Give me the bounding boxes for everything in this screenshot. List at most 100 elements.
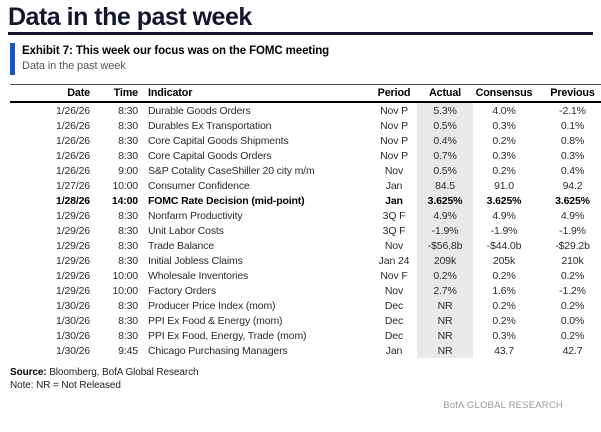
cell-period: Jan	[385, 344, 403, 357]
cell-date: 1/26/26	[56, 134, 90, 147]
table-row: 1/30/26 9:45 Chicago Purchasing Managers Ja…	[10, 343, 601, 358]
cell-consensus: 0.2%	[492, 134, 516, 147]
cell-date: 1/29/26	[56, 284, 90, 297]
note-line: Note: NR = Not Released	[10, 380, 121, 391]
cell-previous: -$29.2b	[555, 239, 590, 252]
cell-indicator: PPI Ex Food, Energy, Trade (mom)	[148, 329, 307, 342]
cell-consensus: 1.6%	[492, 284, 516, 297]
cell-date: 1/30/26	[56, 344, 90, 357]
cell-time: 14:00	[111, 194, 138, 207]
cell-time: 8:30	[118, 239, 138, 252]
cell-previous: 0.4%	[560, 164, 585, 177]
table-header-row: Date Time Indicator Period Actual Consensus Pr…	[10, 84, 601, 103]
source-label: Source:	[10, 367, 47, 378]
cell-indicator: PPI Ex Food & Energy (mom)	[148, 314, 283, 327]
column-header-indicator: Indicator	[148, 84, 371, 103]
column-header-consensus: Consensus	[473, 84, 535, 103]
cell-consensus: 0.2%	[492, 164, 516, 177]
column-header-date: Date	[10, 84, 98, 103]
cell-period: Jan	[385, 179, 403, 192]
cell-indicator: S&P Cotality CaseShiller 20 city m/m	[148, 164, 315, 177]
cell-previous: 210k	[561, 254, 584, 267]
cell-period: 3Q F	[382, 209, 406, 222]
cell-previous: 0.0%	[560, 314, 585, 327]
exhibit-title: Exhibit 7: This week our focus was on th…	[22, 45, 330, 57]
cell-time: 8:30	[118, 149, 138, 162]
cell-consensus: 205k	[492, 254, 516, 267]
cell-previous: -1.9%	[559, 224, 586, 237]
table-row: 1/27/26 10:00 Consumer Confidence Jan 84.5 91…	[10, 178, 601, 193]
cell-indicator: FOMC Rate Decision (mid-point)	[148, 194, 305, 207]
cell-period: Nov F	[380, 269, 408, 282]
cell-date: 1/30/26	[56, 329, 90, 342]
cell-date: 1/29/26	[56, 209, 90, 222]
cell-actual: -$56.8b	[417, 238, 473, 253]
cell-time: 9:45	[118, 344, 138, 357]
table-row: 1/30/26 8:30 PPI Ex Food & Energy (mom) Dec…	[10, 313, 601, 328]
cell-date: 1/29/26	[56, 269, 90, 282]
cell-consensus: -$44.0b	[486, 239, 522, 252]
cell-date: 1/29/26	[56, 239, 90, 252]
cell-period: Jan 24	[378, 254, 410, 267]
cell-actual: 0.2%	[417, 268, 473, 283]
table-row: 1/29/26 8:30 Trade Balance Nov -$56.8b -$44.0…	[10, 238, 601, 253]
cell-actual: NR	[417, 298, 473, 313]
cell-indicator: Core Capital Goods Orders	[148, 149, 272, 162]
table-row: 1/30/26 8:30 PPI Ex Food, Energy, Trade (m…	[10, 328, 601, 343]
cell-indicator: Unit Labor Costs	[148, 224, 224, 237]
cell-date: 1/30/26	[56, 299, 90, 312]
cell-time: 8:30	[118, 104, 138, 117]
cell-date: 1/26/26	[56, 104, 90, 117]
cell-actual: 2.7%	[417, 283, 473, 298]
table-row: 1/29/26 8:30 Unit Labor Costs 3Q F -1.9% -1.9…	[10, 223, 601, 238]
column-header-previous: Previous	[535, 84, 601, 103]
cell-actual: 4.9%	[417, 208, 473, 223]
cell-indicator: Wholesale Inventories	[148, 269, 249, 282]
cell-indicator: Nonfarm Productivity	[148, 209, 243, 222]
cell-indicator: Durable Goods Orders	[148, 104, 251, 117]
cell-date: 1/26/26	[56, 119, 90, 132]
cell-consensus: 0.3%	[492, 149, 516, 162]
cell-date: 1/29/26	[56, 224, 90, 237]
title-divider	[8, 32, 593, 35]
cell-period: Nov P	[380, 134, 408, 147]
cell-actual: 5.3%	[417, 102, 473, 118]
table-footnotes: Source: Bloomberg, BofA Global Research …	[10, 366, 593, 392]
cell-period: Dec	[384, 299, 404, 312]
table-row: 1/26/26 8:30 Durables Ex Transportation Nov…	[10, 118, 601, 133]
cell-time: 8:30	[118, 254, 138, 267]
cell-actual: 209k	[417, 253, 473, 268]
cell-indicator: Core Capital Goods Shipments	[148, 134, 289, 147]
cell-previous: 0.1%	[560, 119, 585, 132]
cell-indicator: Consumer Confidence	[148, 179, 250, 192]
cell-actual: 3.625%	[417, 193, 473, 208]
cell-period: 3Q F	[382, 224, 406, 237]
cell-previous: -1.2%	[559, 284, 586, 297]
table-row: 1/29/26 8:30 Initial Jobless Claims Jan 24 2…	[10, 253, 601, 268]
cell-indicator: Trade Balance	[148, 239, 214, 252]
cell-time: 10:00	[112, 269, 138, 282]
cell-consensus: 4.0%	[492, 104, 516, 117]
cell-time: 8:30	[118, 314, 138, 327]
brand-signature: BofA GLOBAL RESEARCH	[443, 400, 563, 411]
cell-consensus: 4.9%	[492, 209, 516, 222]
cell-previous: 0.2%	[560, 329, 585, 342]
cell-time: 8:30	[118, 224, 138, 237]
cell-period: Nov P	[380, 149, 408, 162]
cell-actual: 0.5%	[417, 118, 473, 133]
cell-indicator: Durables Ex Transportation	[148, 119, 272, 132]
cell-period: Nov P	[380, 104, 408, 117]
cell-period: Nov P	[380, 119, 408, 132]
cell-actual: NR	[417, 313, 473, 328]
cell-time: 8:30	[118, 329, 138, 342]
table-row: 1/30/26 8:30 Producer Price Index (mom) Dec…	[10, 298, 601, 313]
cell-consensus: 3.625%	[486, 194, 522, 207]
cell-period: Dec	[384, 314, 404, 327]
cell-time: 10:00	[112, 284, 138, 297]
table-row: 1/26/26 8:30 Core Capital Goods Shipments N…	[10, 133, 601, 148]
table-row: 1/29/26 10:00 Factory Orders Nov 2.7% 1.6% -1.…	[10, 283, 601, 298]
cell-actual: 0.7%	[417, 148, 473, 163]
cell-actual: 0.4%	[417, 133, 473, 148]
cell-actual: 0.5%	[417, 163, 473, 178]
cell-previous: 42.7	[562, 344, 583, 357]
